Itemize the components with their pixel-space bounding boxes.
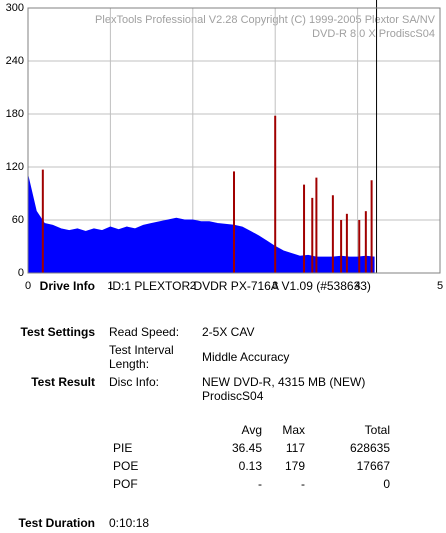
watermark: DVD-R 8.0 X ProdiscS04 [312, 28, 435, 40]
y-tick-label: 240 [6, 55, 24, 67]
watermark: PlexTools Professional V2.28 Copyright (… [95, 14, 436, 26]
label: Test Settings [20, 325, 95, 339]
header: Max [282, 423, 305, 437]
cell: - [301, 477, 305, 491]
value: NEW DVD-R, 4315 MB (NEW) ProdiscS04 [202, 375, 366, 403]
y-tick-label: 300 [6, 2, 24, 14]
x-tick-label: 4 [355, 280, 361, 292]
row-label: PIE [113, 441, 133, 455]
cell: - [258, 477, 262, 491]
row-label: POF [113, 477, 138, 491]
value: Middle Accuracy [202, 350, 290, 364]
row-label: POE [113, 459, 139, 473]
x-tick-label: 0 [25, 280, 31, 292]
cell: 0.13 [238, 459, 262, 473]
y-tick-label: 0 [18, 267, 24, 279]
cell: 0 [383, 477, 390, 491]
x-tick-label: 2 [190, 280, 196, 292]
cell: 117 [285, 441, 305, 455]
value: 2-5X CAV [202, 325, 255, 339]
x-tick-label: 3 [272, 280, 278, 292]
key: Read Speed: [109, 325, 180, 339]
y-tick-label: 120 [6, 161, 24, 173]
x-tick-label: 1 [107, 280, 113, 292]
cell: 36.45 [231, 441, 262, 455]
key: Test Interval Length: [109, 343, 174, 371]
label: Test Result [31, 375, 95, 389]
cell: 628635 [349, 441, 390, 455]
header: Avg [241, 423, 262, 437]
y-tick-label: 180 [6, 108, 24, 120]
chart: PlexTools Professional V2.28 Copyright (… [6, 0, 443, 292]
value: ID:1 PLEXTOR DVDR PX-716A V1.09 (#538633… [109, 279, 371, 293]
y-tick-label: 60 [12, 214, 24, 226]
cell: 179 [284, 459, 305, 473]
label: Test Duration [18, 516, 95, 530]
header: Total [364, 423, 390, 437]
area [27, 175, 375, 274]
cell: 17667 [356, 459, 390, 473]
value: 0:10:18 [109, 516, 150, 530]
plot-border [27, 7, 441, 274]
label: Drive Info [39, 279, 95, 293]
key: Disc Info: [109, 375, 160, 389]
x-tick-label: 5 [437, 280, 443, 292]
